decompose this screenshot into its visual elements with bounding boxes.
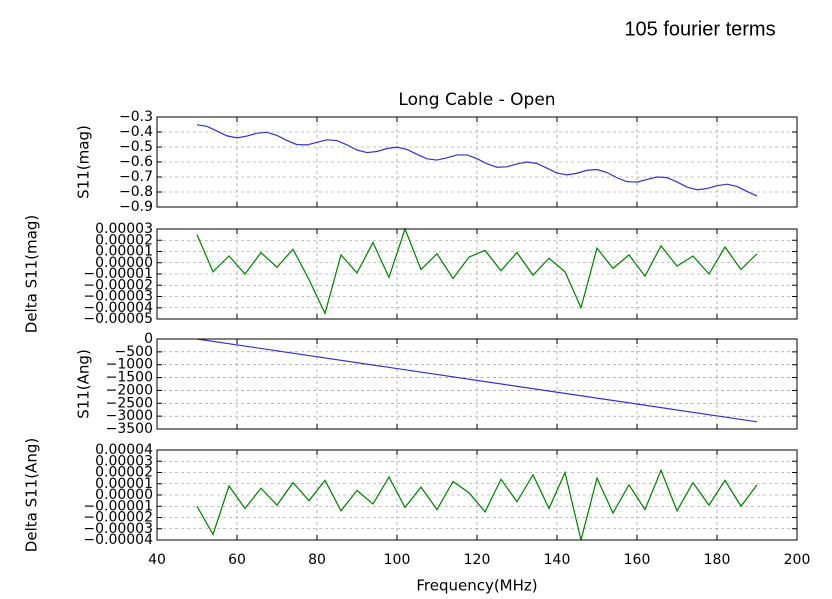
data-line <box>196 124 758 197</box>
y-tick-label: −0.9 <box>119 199 153 215</box>
axes-frame <box>156 449 798 541</box>
y-tick-label: −3500 <box>106 421 153 437</box>
y-axis-label: S11(mag) <box>75 125 93 199</box>
x-tick-label: 60 <box>228 552 246 568</box>
axes-frame <box>156 116 798 208</box>
y-tick-label: −0.00002 <box>83 510 153 526</box>
y-tick-label: 0.00000 <box>95 487 153 503</box>
y-tick-label: −0.00004 <box>83 300 153 316</box>
y-tick-label: −0.6 <box>119 154 153 170</box>
y-tick-label: 0.00001 <box>95 476 153 492</box>
y-tick-label: −0.00001 <box>83 266 153 282</box>
x-tick-label: 80 <box>308 552 326 568</box>
y-tick-label: 0.00003 <box>95 221 153 237</box>
x-tick-label: 140 <box>544 552 571 568</box>
y-tick-label: −0.4 <box>119 124 153 140</box>
axes-frame <box>156 338 798 430</box>
x-tick-label: 160 <box>624 552 651 568</box>
y-tick-label: 0.00000 <box>95 255 153 271</box>
x-tick-label: 40 <box>148 552 166 568</box>
y-axis-label: Delta S11(Ang) <box>23 438 41 552</box>
y-tick-label: −2500 <box>106 395 153 411</box>
y-tick-label: −3000 <box>106 408 153 424</box>
y-tick-label: −0.00004 <box>83 532 153 548</box>
x-tick-label: 100 <box>384 552 411 568</box>
header: 105 fourier terms <box>624 18 775 40</box>
chart-title: Long Cable - Open <box>398 90 555 110</box>
data-line <box>196 468 758 541</box>
y-tick-label: 0.00002 <box>95 465 153 481</box>
y-tick-label: −0.00003 <box>83 289 153 305</box>
y-axis-label: S11(Ang) <box>75 349 93 419</box>
y-tick-label: −0.00003 <box>83 521 153 537</box>
axes-frame <box>156 228 798 320</box>
y-axis-label: Delta S11(mag) <box>23 215 41 333</box>
y-tick-label: −1500 <box>106 370 153 386</box>
data-line <box>196 227 758 316</box>
y-tick-label: 0.00002 <box>95 232 153 248</box>
y-tick-label: −0.00001 <box>83 498 153 514</box>
y-tick-label: −500 <box>115 344 153 360</box>
y-tick-label: 0.00001 <box>95 244 153 260</box>
x-tick-label: 200 <box>784 552 811 568</box>
y-tick-label: −0.00005 <box>83 311 153 327</box>
y-tick-label: −0.5 <box>119 139 153 155</box>
y-tick-label: −0.3 <box>119 109 153 125</box>
x-tick-label: 120 <box>464 552 491 568</box>
y-tick-label: −0.8 <box>119 184 153 200</box>
y-tick-label: −0.7 <box>119 169 153 185</box>
y-tick-label: 0.00003 <box>95 453 153 469</box>
y-tick-label: 0 <box>144 331 153 347</box>
y-tick-label: 0.00004 <box>95 442 153 458</box>
data-line <box>196 338 758 423</box>
x-axis-label: Frequency(MHz) <box>416 577 537 595</box>
y-tick-label: −0.00002 <box>83 277 153 293</box>
y-tick-label: −2000 <box>106 382 153 398</box>
x-tick-label: 180 <box>704 552 731 568</box>
y-tick-label: −1000 <box>106 357 153 373</box>
